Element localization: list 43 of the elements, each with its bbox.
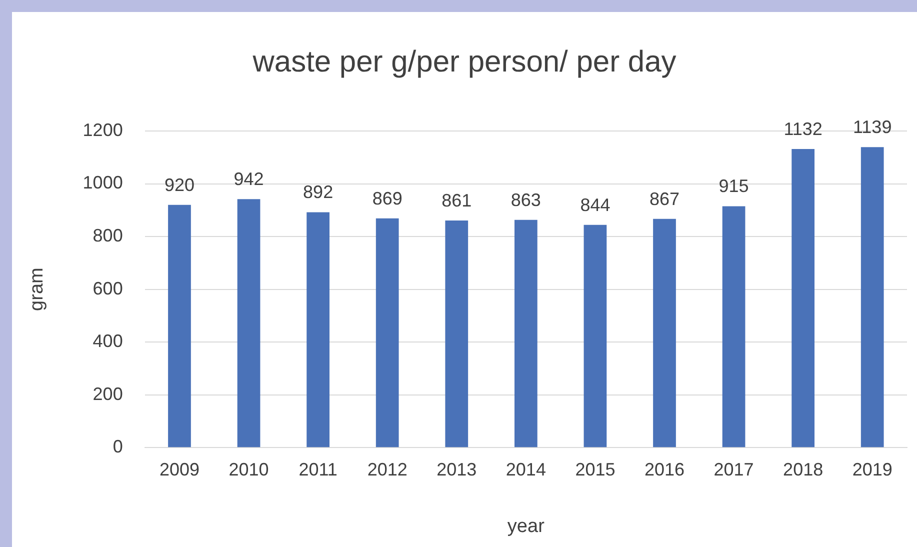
y-tick-label: 400	[92, 331, 123, 352]
y-tick-label: 200	[92, 384, 123, 404]
x-tick-label: 2013	[436, 459, 477, 480]
x-tick-label: 2009	[159, 459, 200, 480]
data-label: 892	[303, 182, 334, 202]
y-tick-label: 800	[92, 226, 123, 246]
y-tick-label: 1200	[82, 120, 123, 140]
x-tick-label: 2019	[852, 459, 892, 480]
bar	[376, 218, 399, 448]
data-label: 869	[372, 188, 402, 208]
y-tick-label: 1000	[82, 172, 123, 193]
y-tick-label: 0	[112, 436, 123, 457]
y-tick-label: 600	[92, 278, 123, 298]
bar	[306, 212, 330, 448]
data-label: 920	[164, 174, 195, 195]
x-axis-title: year	[507, 516, 546, 537]
bar	[584, 224, 607, 448]
y-axis-title: gram	[26, 268, 48, 311]
bar	[653, 218, 676, 448]
data-label: 861	[442, 190, 472, 210]
data-label: 844	[580, 194, 610, 215]
bar	[168, 204, 191, 448]
bar	[237, 199, 260, 448]
data-label: 1132	[784, 118, 822, 139]
data-label: 942	[234, 169, 264, 190]
x-tick-label: 2017	[714, 459, 754, 480]
chart-title: waste per g/per person/ per day	[252, 45, 676, 78]
x-tick-label: 2018	[783, 459, 824, 480]
data-label: 867	[649, 188, 680, 209]
x-tick-label: 2011	[298, 459, 338, 480]
x-tick-label: 2012	[367, 459, 408, 480]
x-tick-label: 2016	[644, 459, 685, 480]
x-tick-label: 2014	[506, 459, 546, 480]
data-label: 863	[510, 190, 541, 210]
bar	[445, 220, 468, 448]
data-label: 915	[718, 176, 749, 196]
x-tick-label: 2015	[575, 459, 616, 480]
bar	[722, 206, 746, 448]
bar	[514, 220, 538, 448]
bar	[792, 148, 814, 448]
bar	[860, 147, 884, 448]
data-label: 1139	[852, 117, 892, 138]
x-tick-label: 2010	[228, 459, 269, 480]
